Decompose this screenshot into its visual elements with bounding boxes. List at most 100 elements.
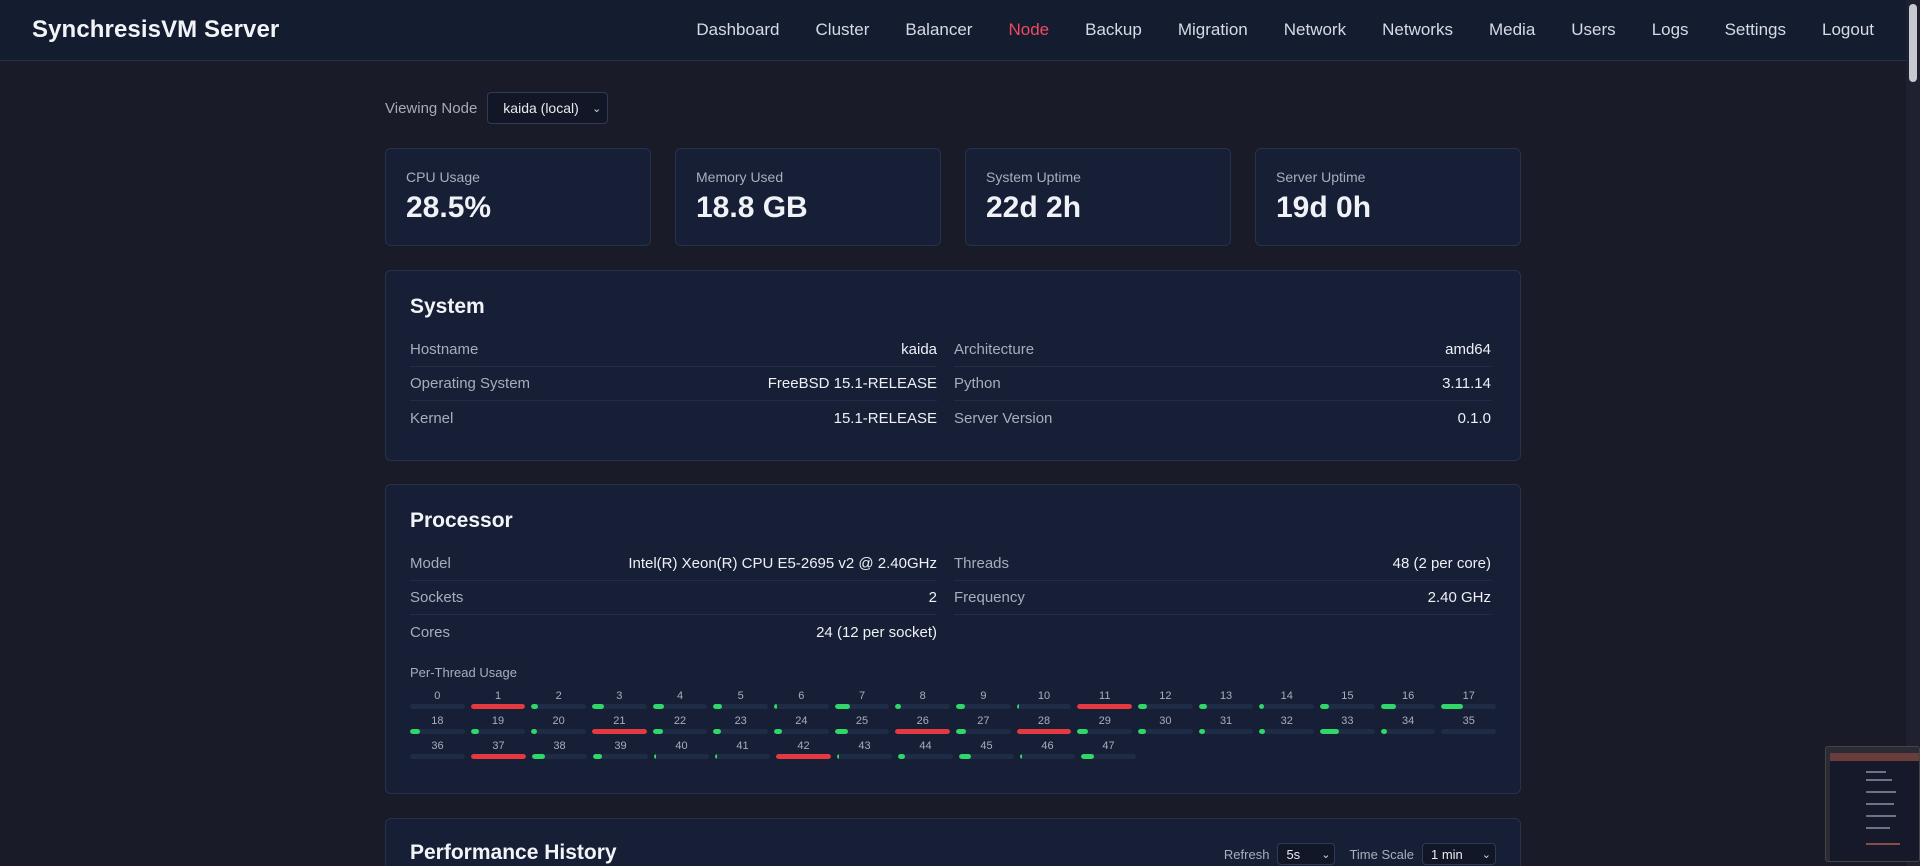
kv-row: Architecture amd64 [954,333,1491,367]
kv-row: Python 3.11.14 [954,367,1491,401]
kv-key: Python [954,375,1001,392]
thread-usage-bar [895,729,951,734]
thread-26: 26 [895,715,951,734]
nav-backup[interactable]: Backup [1085,20,1142,39]
kv-key: Hostname [410,341,479,358]
nav-media[interactable]: Media [1488,20,1536,39]
thread-usage-bar [713,729,769,734]
screenshot-thumbnail[interactable] [1825,746,1920,862]
thread-label: 20 [552,715,565,727]
thread-label: 36 [431,740,444,752]
nav-migration[interactable]: Migration [1177,20,1248,39]
kv-row: Server Version 0.1.0 [954,401,1491,435]
kv-value: 2 [928,589,937,606]
processor-left-column: Model Intel(R) Xeon(R) CPU E5-2695 v2 @ … [410,547,937,649]
thread-usage-bar [1077,729,1133,734]
kv-value: amd64 [1445,341,1491,358]
thread-usage-fill [1138,729,1146,734]
thread-label: 47 [1102,740,1115,752]
nav-logs[interactable]: Logs [1651,20,1689,39]
timescale-select[interactable]: 1 min ⌄ [1422,843,1496,865]
thread-42: 42 [776,740,831,759]
thread-label: 30 [1159,715,1172,727]
thread-4: 4 [652,690,708,709]
thread-usage-bar [898,754,953,759]
thread-usage-bar [470,704,526,709]
thread-label: 0 [434,690,441,702]
thread-usage-fill [652,704,664,709]
page-scrollbar[interactable] [1906,0,1920,866]
thread-47: 47 [1081,740,1136,759]
kv-key: Cores [410,623,451,641]
thread-label: 26 [916,715,929,727]
thread-usage-bar [776,754,831,759]
performance-controls: Refresh 5s ⌄ Time Scale 1 min ⌄ [1224,843,1496,865]
app-title[interactable]: SynchresisVM Server [32,16,280,43]
thread-label: 24 [795,715,808,727]
thread-usage-bar [1380,704,1436,709]
thread-2: 2 [531,690,587,709]
thread-usage-bar [837,754,892,759]
thread-usage-fill [531,729,537,734]
thread-usage-bar [774,729,829,734]
node-select[interactable]: kaida (local) ⌄ [487,92,609,124]
nav-users[interactable]: Users [1571,20,1616,39]
thread-usage-fill [1320,704,1329,709]
stat-value: 22d 2h [986,191,1082,224]
kv-key: Server Version [954,409,1053,427]
thread-usage-fill [1198,704,1208,709]
thread-usage-fill [776,754,831,759]
thread-13: 13 [1198,690,1254,709]
nav-dashboard[interactable]: Dashboard [696,20,780,39]
thread-usage-bar [531,729,587,734]
thread-usage-bar [410,704,465,709]
thread-23: 23 [713,715,769,734]
scrollbar-thumb[interactable] [1909,4,1917,82]
thread-22: 22 [652,715,708,734]
thread-5: 5 [713,690,769,709]
thread-label: 9 [980,690,987,702]
thread-usage-fill [531,704,538,709]
nav-balancer[interactable]: Balancer [905,20,973,39]
nav-networks[interactable]: Networks [1382,20,1453,39]
thread-usage-bar [470,729,526,734]
nav-node[interactable]: Node [1008,20,1050,39]
thread-usage-fill [898,754,905,759]
thread-usage-fill [895,704,901,709]
nav-cluster[interactable]: Cluster [815,20,870,39]
thread-usage-bar [1320,729,1375,734]
node-select-value: kaida (local) [503,100,579,116]
thread-label: 4 [676,690,684,702]
kv-row: Threads 48 (2 per core) [954,547,1491,581]
thread-usage-bar [592,729,647,734]
kv-row: Frequency 2.40 GHz [954,581,1491,615]
thread-usage-bar [895,704,951,709]
thread-label: 38 [553,740,566,752]
nav-settings[interactable]: Settings [1724,20,1786,39]
thread-usage-fill [713,704,723,709]
thread-label: 42 [797,740,810,752]
thread-label: 32 [1280,715,1293,727]
thread-usage-bar [1441,729,1497,734]
thread-label: 11 [1099,690,1111,702]
nav-logout[interactable]: Logout [1822,20,1874,39]
thread-label: 29 [1098,715,1111,727]
kv-key: Frequency [954,589,1025,606]
stat-memory-used: Memory Used 18.8 GB [675,148,941,246]
thread-usage-bar [471,754,526,759]
kv-value: 3.11.14 [1442,375,1491,392]
performance-card: Performance History Refresh 5s ⌄ Time Sc… [385,818,1521,866]
thread-label: 17 [1462,690,1475,702]
thread-label: 19 [491,715,505,727]
thread-label: 1 [494,690,502,702]
refresh-select[interactable]: 5s ⌄ [1277,843,1336,865]
thread-3: 3 [592,690,647,709]
kv-key: Operating System [410,375,531,392]
thread-usage-bar [1020,754,1075,759]
thread-usage-bar [654,754,709,759]
thread-17: 17 [1441,690,1497,709]
thread-usage-bar [959,754,1014,759]
thread-label: 41 [736,740,749,752]
nav-network[interactable]: Network [1283,20,1347,39]
thread-usage-fill [774,704,778,709]
